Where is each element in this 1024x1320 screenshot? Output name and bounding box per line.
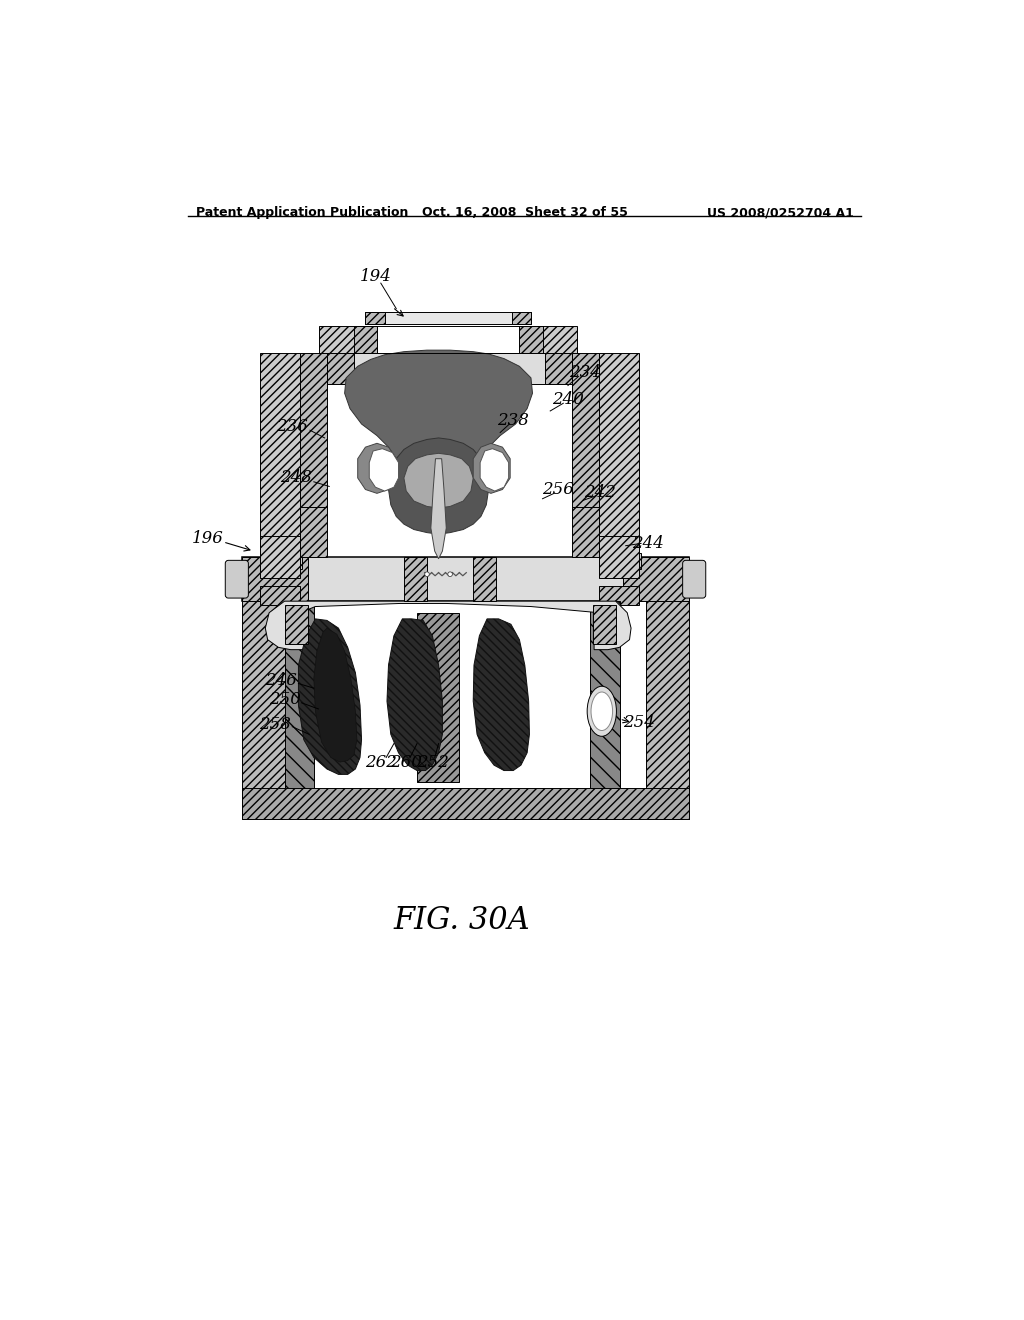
Bar xyxy=(285,601,313,788)
Polygon shape xyxy=(431,459,446,558)
Bar xyxy=(473,557,497,601)
Text: 262: 262 xyxy=(365,754,396,771)
Text: 258: 258 xyxy=(259,715,291,733)
Text: 240: 240 xyxy=(552,391,584,408)
FancyBboxPatch shape xyxy=(683,560,706,598)
Bar xyxy=(599,354,639,577)
Polygon shape xyxy=(354,326,543,354)
Ellipse shape xyxy=(591,692,612,730)
Bar xyxy=(260,586,300,605)
Text: Oct. 16, 2008  Sheet 32 of 55: Oct. 16, 2008 Sheet 32 of 55 xyxy=(422,206,628,219)
Polygon shape xyxy=(473,619,529,771)
Bar xyxy=(243,557,689,601)
Polygon shape xyxy=(388,438,488,535)
Polygon shape xyxy=(357,444,396,494)
Polygon shape xyxy=(366,313,385,323)
Bar xyxy=(243,601,285,818)
Text: 248: 248 xyxy=(281,470,312,487)
Polygon shape xyxy=(345,350,532,499)
Polygon shape xyxy=(265,601,631,649)
Polygon shape xyxy=(480,449,509,491)
Text: Patent Application Publication: Patent Application Publication xyxy=(196,206,409,219)
Bar xyxy=(590,601,620,788)
Bar xyxy=(599,586,639,605)
Text: 246: 246 xyxy=(265,672,297,689)
Ellipse shape xyxy=(447,572,453,577)
Text: US 2008/0252704 A1: US 2008/0252704 A1 xyxy=(707,206,854,219)
Bar xyxy=(646,601,689,818)
Bar xyxy=(624,557,689,601)
Bar xyxy=(243,788,689,818)
Polygon shape xyxy=(327,354,354,384)
Polygon shape xyxy=(370,449,398,491)
Text: 254: 254 xyxy=(623,714,654,731)
Text: 196: 196 xyxy=(191,529,223,546)
Bar xyxy=(571,507,599,557)
Text: 256: 256 xyxy=(542,480,573,498)
Text: 236: 236 xyxy=(276,418,308,434)
FancyBboxPatch shape xyxy=(225,560,249,598)
Bar xyxy=(260,354,300,577)
Ellipse shape xyxy=(425,572,429,577)
Polygon shape xyxy=(313,628,357,762)
Bar xyxy=(300,354,327,507)
Polygon shape xyxy=(298,619,361,775)
Text: 242: 242 xyxy=(585,484,616,502)
Text: 244: 244 xyxy=(632,535,664,552)
Text: 260: 260 xyxy=(390,754,422,771)
Bar xyxy=(260,536,300,578)
Bar xyxy=(319,326,578,354)
Text: 194: 194 xyxy=(359,268,391,285)
Polygon shape xyxy=(473,444,510,494)
Text: 238: 238 xyxy=(498,412,529,429)
Text: 234: 234 xyxy=(569,364,601,381)
Text: 250: 250 xyxy=(268,692,300,709)
Bar xyxy=(260,553,302,569)
Polygon shape xyxy=(387,619,442,771)
Polygon shape xyxy=(519,326,543,354)
Bar xyxy=(403,557,427,601)
Bar xyxy=(593,605,615,644)
Ellipse shape xyxy=(587,686,616,737)
Polygon shape xyxy=(354,326,377,354)
Polygon shape xyxy=(545,354,571,384)
Polygon shape xyxy=(403,453,473,508)
Bar xyxy=(571,354,599,507)
Bar xyxy=(599,553,641,569)
Bar xyxy=(327,354,571,384)
Bar xyxy=(243,557,307,601)
Polygon shape xyxy=(512,313,531,323)
Bar xyxy=(300,507,327,557)
Polygon shape xyxy=(366,313,531,323)
Bar xyxy=(417,612,460,781)
Text: FIG. 30A: FIG. 30A xyxy=(393,906,530,936)
Bar xyxy=(285,605,307,644)
Bar xyxy=(599,536,639,578)
Text: 252: 252 xyxy=(417,754,450,771)
